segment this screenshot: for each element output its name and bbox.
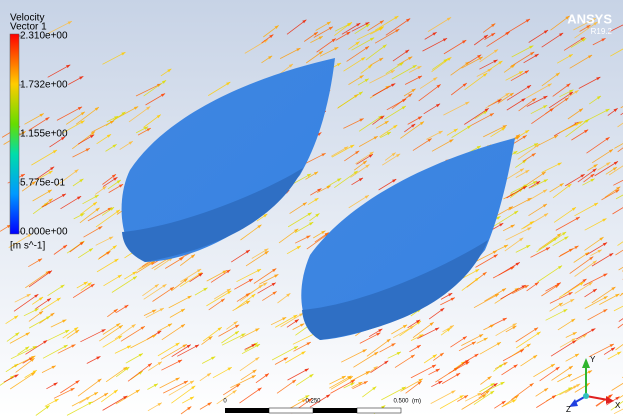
brand-name: ANSYS: [567, 11, 612, 26]
color-bar: [10, 34, 19, 234]
axis-label: X: [615, 401, 621, 410]
background: [0, 0, 623, 416]
viewport: Velocity Vector 1 2.310e+001.732e+001.15…: [0, 0, 623, 416]
legend-label: 2.310e+00: [20, 31, 68, 42]
axis-label: Y: [590, 355, 596, 364]
legend-unit: [m s^-1]: [10, 241, 45, 252]
axis-label: Z: [566, 405, 571, 414]
legend-label: 1.732e+00: [20, 80, 68, 91]
scale-label: 0.250: [305, 399, 321, 405]
brand-version: R19.2: [591, 27, 613, 36]
scene: Velocity Vector 1 2.310e+001.732e+001.15…: [0, 0, 623, 416]
legend-label: 5.775e-01: [20, 178, 65, 189]
legend-label: 0.000e+00: [20, 227, 68, 238]
scale-unit: (m): [412, 399, 421, 405]
scale-label: 0.500: [393, 399, 409, 405]
legend-label: 1.155e+00: [20, 129, 68, 140]
